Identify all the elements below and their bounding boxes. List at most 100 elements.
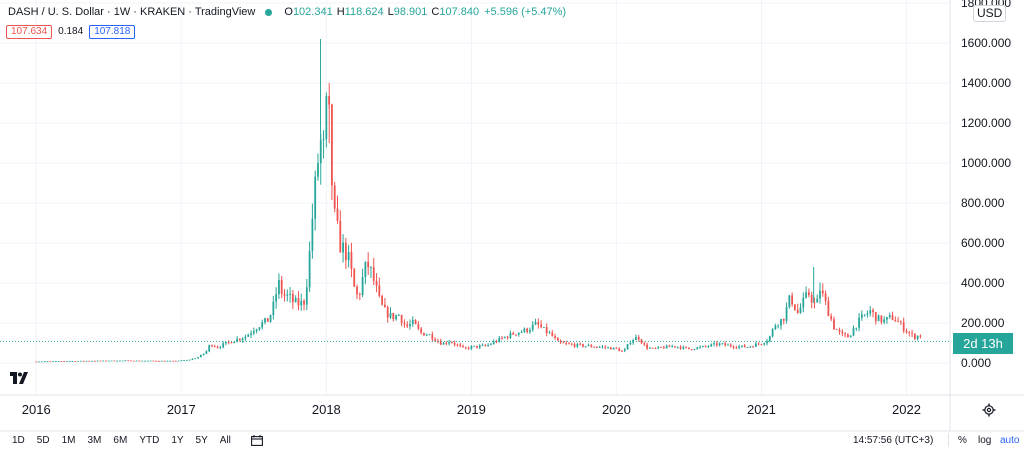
settings-icon[interactable]: [982, 403, 996, 417]
candle-body: [579, 343, 582, 345]
candle-body: [562, 342, 565, 344]
candle-body: [738, 346, 741, 348]
candle-body: [160, 360, 163, 362]
candle-body: [679, 346, 682, 349]
candle-body: [668, 345, 671, 347]
candle-body: [38, 361, 40, 363]
candle-body: [629, 342, 632, 345]
percent-scale-toggle[interactable]: %: [958, 435, 967, 446]
candle-body: [241, 338, 244, 340]
candle-body: [729, 344, 732, 347]
candle-body: [900, 321, 902, 323]
candle-body: [590, 345, 593, 347]
candle-body: [520, 331, 523, 333]
candle-body: [542, 327, 545, 328]
candle-body: [339, 220, 342, 253]
log-scale-toggle[interactable]: log: [978, 435, 992, 446]
x-tick-label: 2017: [167, 402, 196, 417]
candle-body: [626, 344, 629, 350]
candle-body: [676, 346, 679, 348]
candle-body: [551, 332, 554, 337]
candle-body: [517, 332, 520, 335]
candle-body: [88, 360, 91, 362]
price-change: +5.596 (+5.47%): [484, 6, 567, 18]
auto-scale-toggle[interactable]: auto: [1000, 435, 1020, 446]
candle-body: [710, 344, 713, 347]
candle-body: [291, 294, 294, 303]
candle-body: [350, 252, 353, 269]
candle-body: [693, 349, 696, 351]
chart-grid: [0, 0, 950, 395]
candle-body: [531, 324, 534, 330]
candle-body: [760, 343, 763, 345]
candle-body: [484, 345, 487, 346]
calendar-range-icon[interactable]: [250, 434, 263, 446]
range-ytd-button[interactable]: YTD: [139, 434, 160, 446]
candle-body: [308, 251, 311, 288]
candle-body: [400, 315, 403, 324]
candle-body: [718, 343, 721, 346]
candle-body: [612, 347, 615, 350]
candle-body: [598, 346, 601, 348]
candle-body: [71, 361, 74, 362]
candle-body: [888, 315, 891, 318]
candle-body: [236, 338, 238, 342]
candle-body: [635, 336, 637, 341]
candle-body: [314, 176, 317, 219]
candle-body: [788, 295, 791, 308]
range-1m-button[interactable]: 1M: [61, 434, 76, 446]
range-5y-button[interactable]: 5Y: [195, 434, 208, 446]
range-5d-button[interactable]: 5D: [36, 434, 50, 446]
candle-body: [771, 329, 774, 337]
candle-body: [660, 346, 662, 348]
candle-body: [52, 361, 54, 363]
candle-body: [503, 336, 506, 338]
range-1y-button[interactable]: 1Y: [171, 434, 184, 446]
candle-body: [381, 295, 384, 305]
ohlc-close-key: C: [431, 6, 440, 18]
candle-body: [79, 360, 82, 362]
tradingview-logo-icon[interactable]: [10, 372, 28, 384]
candle-body: [57, 361, 60, 362]
candle-body: [640, 339, 643, 344]
candle-body: [155, 360, 158, 362]
candle-body: [860, 314, 863, 318]
candle-body: [618, 348, 621, 351]
y-tick-label: 600.000: [961, 236, 1005, 250]
candle-body: [819, 290, 821, 299]
candle-body: [495, 341, 498, 343]
y-tick-label: 200.000: [961, 316, 1005, 330]
candle-body: [453, 342, 456, 345]
candle-body: [294, 298, 297, 303]
x-tick-label: 2016: [22, 402, 51, 417]
candle-body: [690, 349, 693, 350]
candle-body: [202, 353, 205, 355]
currency-selector[interactable]: USD: [973, 5, 1007, 22]
range-1d-button[interactable]: 1D: [12, 434, 25, 446]
candle-body: [177, 360, 180, 362]
x-tick-label: 2019: [457, 402, 486, 417]
range-6m-button[interactable]: 6M: [113, 434, 128, 446]
range-3m-button[interactable]: 3M: [87, 434, 102, 446]
market-status-icon: [265, 8, 273, 16]
range-all-button[interactable]: All: [219, 434, 231, 446]
candle-body: [459, 344, 462, 346]
candle-body: [891, 315, 894, 320]
candle-body: [119, 360, 121, 362]
candle-body: [264, 318, 266, 323]
clock-timezone[interactable]: 14:57:56 (UTC+3): [853, 435, 934, 446]
candle-body: [872, 310, 874, 313]
chart-axes: 0.000 200.000 400.000 600.000 800.000 1000.00…: [0, 0, 1024, 432]
candle-body: [749, 346, 752, 348]
candle-body: [916, 335, 919, 339]
candle-body: [492, 341, 495, 344]
candle-body: [372, 267, 375, 281]
bid-price-badge: 107.634: [6, 24, 53, 39]
candle-body: [908, 332, 911, 334]
candle-body: [724, 343, 727, 346]
candle-body: [646, 344, 648, 349]
candle-body: [540, 324, 543, 328]
candle-body: [238, 338, 241, 340]
candle-body: [370, 267, 372, 269]
